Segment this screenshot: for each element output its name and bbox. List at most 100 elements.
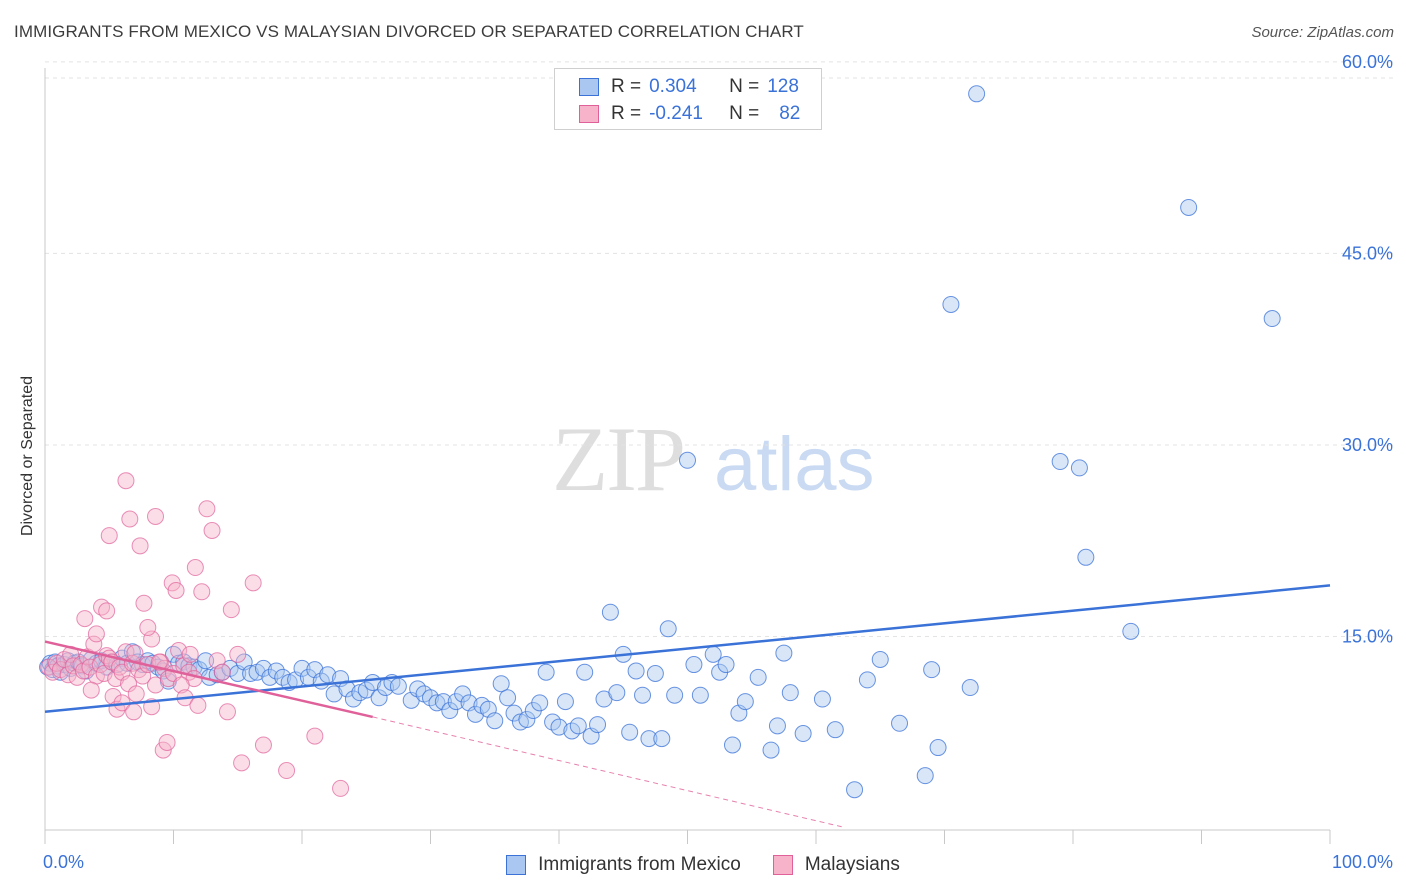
data-point-mexico bbox=[556, 693, 574, 711]
data-point-mexico bbox=[486, 712, 504, 730]
data-point-mexico bbox=[691, 686, 709, 704]
data-point-mexico bbox=[768, 717, 786, 735]
trend-line-malaysians bbox=[44, 640, 373, 719]
data-point-malaysians bbox=[193, 583, 211, 601]
data-point-malaysians bbox=[278, 762, 296, 780]
watermark-atlas: atlas bbox=[714, 422, 875, 507]
data-point-mexico bbox=[1070, 459, 1088, 477]
data-point-mexico bbox=[858, 671, 876, 689]
watermark: ZIP atlas bbox=[552, 408, 875, 510]
data-point-mexico bbox=[267, 662, 285, 680]
data-point-mexico bbox=[929, 739, 947, 757]
legend-row-malaysians: R = -0.241 N = 82 bbox=[579, 101, 800, 127]
data-point-malaysians bbox=[98, 602, 116, 620]
data-point-malaysians bbox=[100, 527, 118, 545]
data-point-malaysians bbox=[198, 500, 216, 518]
data-point-malaysians bbox=[127, 685, 145, 703]
data-point-mexico bbox=[775, 644, 793, 662]
data-point-mexico bbox=[576, 663, 594, 681]
chart-title: IMMIGRANTS FROM MEXICO VS MALAYSIAN DIVO… bbox=[14, 22, 804, 41]
legend-swatch-mexico bbox=[579, 78, 599, 96]
data-point-mexico bbox=[653, 730, 671, 748]
data-point-malaysians bbox=[126, 644, 144, 662]
data-point-malaysians bbox=[131, 537, 149, 555]
data-point-malaysians bbox=[76, 610, 94, 628]
legend-label-malaysians: Malaysians bbox=[804, 854, 900, 875]
data-point-malaysians bbox=[186, 559, 204, 577]
legend-swatch-malaysians bbox=[772, 855, 793, 875]
data-point-malaysians bbox=[213, 663, 231, 681]
data-point-mexico bbox=[1122, 622, 1140, 640]
data-point-mexico bbox=[1180, 198, 1198, 216]
data-point-mexico bbox=[1263, 310, 1281, 328]
data-point-malaysians bbox=[87, 625, 105, 643]
data-point-mexico bbox=[723, 736, 741, 754]
data-point-malaysians bbox=[147, 507, 165, 525]
data-point-malaysians bbox=[163, 574, 181, 592]
legend-n-label: N = bbox=[729, 103, 760, 124]
legend-swatch-malaysians bbox=[579, 105, 599, 123]
data-point-mexico bbox=[627, 662, 645, 680]
data-point-malaysians bbox=[121, 510, 139, 528]
correlation-legend: R = 0.304 N = 128 R = -0.241 N = 82 bbox=[554, 68, 822, 130]
data-point-mexico bbox=[389, 677, 407, 695]
data-point-mexico bbox=[781, 684, 799, 702]
data-point-mexico bbox=[370, 689, 388, 707]
legend-r-label: R = bbox=[611, 76, 642, 97]
data-point-malaysians bbox=[117, 472, 135, 490]
data-point-mexico bbox=[293, 659, 311, 677]
data-point-mexico bbox=[242, 665, 260, 683]
data-point-mexico bbox=[685, 656, 703, 674]
y-tick-label: 60.0% bbox=[1342, 52, 1393, 72]
legend-n-label: N = bbox=[729, 76, 760, 97]
data-point-mexico bbox=[749, 668, 767, 686]
legend-r-label: R = bbox=[611, 103, 642, 124]
data-point-malaysians bbox=[139, 619, 157, 637]
series-legend: Immigrants from Mexico Malaysians bbox=[0, 852, 1406, 878]
data-point-mexico bbox=[646, 665, 664, 683]
data-point-mexico bbox=[344, 690, 362, 708]
data-point-mexico bbox=[961, 679, 979, 697]
data-point-mexico bbox=[569, 717, 587, 735]
watermark-zip: ZIP bbox=[552, 408, 684, 510]
data-point-malaysians bbox=[332, 779, 350, 797]
data-point-malaysians bbox=[218, 703, 236, 721]
legend-item-mexico: Immigrants from Mexico bbox=[506, 852, 741, 878]
trend-lines bbox=[44, 584, 1331, 828]
legend-label-mexico: Immigrants from Mexico bbox=[538, 854, 741, 875]
data-point-mexico bbox=[325, 685, 343, 703]
data-point-mexico bbox=[813, 690, 831, 708]
data-point-mexico bbox=[666, 686, 684, 704]
data-point-mexico bbox=[717, 656, 735, 674]
data-point-mexico bbox=[1051, 453, 1069, 471]
data-point-mexico bbox=[338, 680, 356, 698]
legend-n-value: 128 bbox=[767, 76, 799, 97]
data-point-malaysians bbox=[82, 681, 100, 699]
data-point-mexico bbox=[608, 684, 626, 702]
data-point-malaysians bbox=[244, 574, 262, 592]
data-point-malaysians bbox=[172, 676, 190, 694]
data-point-malaysians bbox=[181, 645, 199, 663]
data-point-malaysians bbox=[68, 668, 86, 686]
data-point-mexico bbox=[891, 714, 909, 732]
y-tick-label: 15.0% bbox=[1342, 626, 1393, 646]
legend-n-value: 82 bbox=[779, 103, 801, 124]
y-tick-label: 30.0% bbox=[1342, 435, 1393, 455]
data-point-mexico bbox=[794, 725, 812, 743]
data-point-mexico bbox=[634, 686, 652, 704]
data-point-mexico bbox=[434, 693, 452, 711]
data-point-mexico bbox=[441, 702, 459, 720]
data-point-mexico bbox=[466, 705, 484, 723]
data-point-mexico bbox=[871, 650, 889, 668]
data-point-mexico bbox=[601, 603, 619, 621]
data-point-malaysians bbox=[222, 601, 240, 619]
series-malaysians bbox=[40, 472, 350, 797]
data-point-mexico bbox=[736, 693, 754, 711]
data-point-mexico bbox=[679, 451, 696, 469]
legend-swatch-mexico bbox=[506, 855, 527, 875]
data-point-malaysians bbox=[81, 658, 99, 676]
legend-r-value: 0.304 bbox=[649, 76, 697, 97]
data-point-mexico bbox=[826, 721, 844, 739]
data-point-malaysians bbox=[189, 696, 207, 714]
